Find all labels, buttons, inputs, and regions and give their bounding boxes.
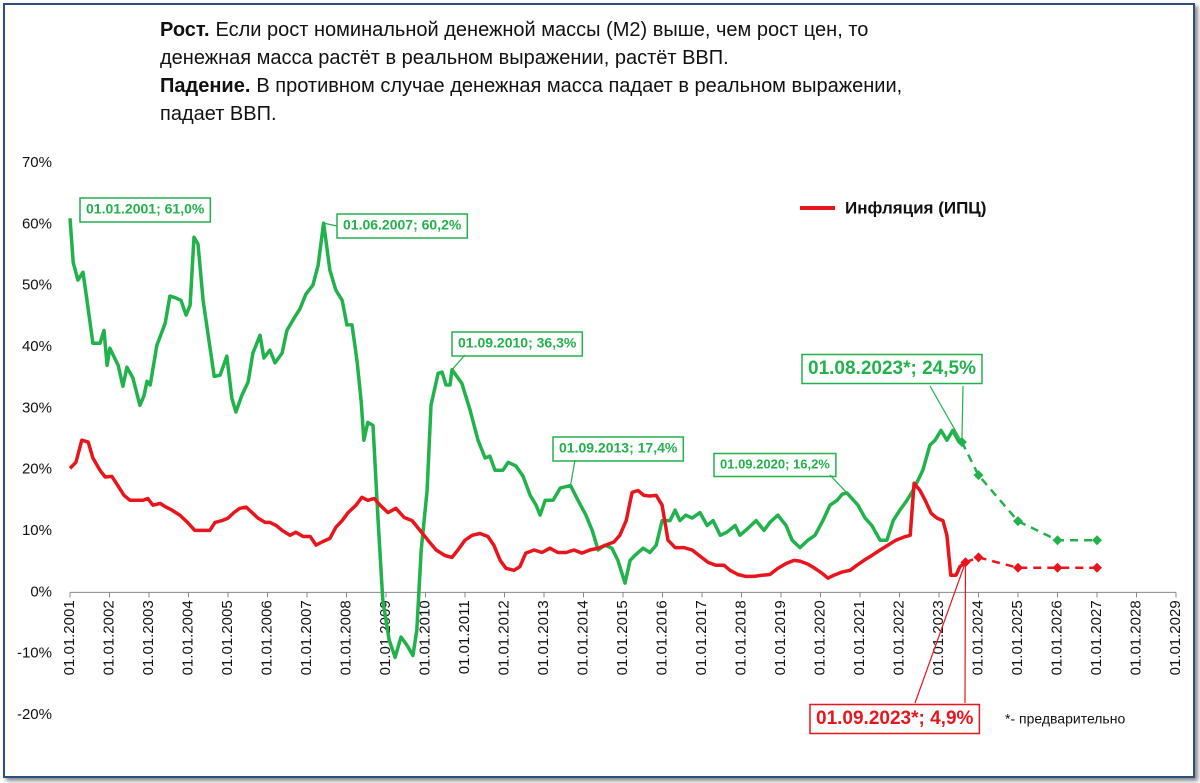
x-tick-label: 01.01.2002 bbox=[100, 600, 117, 675]
x-tick-label: 01.01.2029 bbox=[1167, 600, 1184, 675]
annotation: 01.09.2020; 16,2% bbox=[713, 452, 848, 494]
x-tick-label: 01.01.2011 bbox=[456, 600, 473, 674]
frame bbox=[3, 3, 1195, 778]
x-tick-label: 01.01.2001 bbox=[61, 600, 78, 675]
header-bold: Падение. bbox=[160, 75, 251, 97]
x-tick-label: 01.01.2017 bbox=[693, 600, 710, 675]
annotation-leader bbox=[323, 222, 338, 227]
x-tick-label: 01.01.2014 bbox=[574, 600, 591, 675]
annotation-box bbox=[801, 353, 983, 385]
y-tick-label: 40% bbox=[22, 338, 52, 355]
series-line bbox=[68, 438, 967, 580]
annotation-leader bbox=[829, 474, 848, 494]
y-tick-label: -10% bbox=[17, 645, 52, 662]
x-tick-label: 01.01.2015 bbox=[614, 600, 631, 675]
annotation-box bbox=[552, 436, 685, 462]
y-tick-label: 70% bbox=[22, 154, 52, 171]
header-text: денежная масса растёт в реальном выражен… bbox=[160, 47, 729, 69]
x-tick-label: 01.01.2005 bbox=[219, 600, 236, 675]
x-tick-label: 01.01.2013 bbox=[535, 600, 552, 675]
annotation: 01.09.2023*; 4,9% bbox=[809, 562, 981, 735]
x-tick-label: 01.01.2018 bbox=[732, 600, 749, 675]
header-text: Если рост номинальной денежной массы (М2… bbox=[215, 19, 869, 41]
forecast-line bbox=[960, 441, 1097, 542]
header-line: падает ВВП. bbox=[160, 100, 902, 128]
annotation: 01.08.2023*; 24,5% bbox=[801, 353, 983, 443]
header-line: денежная масса растёт в реальном выражен… bbox=[160, 44, 902, 72]
x-tick-label: 01.01.2012 bbox=[495, 600, 512, 675]
annotation-box bbox=[79, 197, 212, 223]
annotation-label: 01.09.2020; 16,2% bbox=[720, 456, 830, 471]
x-tick-label: 01.01.2024 bbox=[969, 600, 986, 675]
annotation-leader bbox=[569, 459, 576, 486]
x-tick-label: 01.01.2003 bbox=[140, 600, 157, 675]
annotation-label: 01.09.2013; 17,4% bbox=[559, 440, 678, 456]
forecast-marker bbox=[1013, 516, 1023, 527]
x-tick-label: 01.01.2021 bbox=[851, 600, 868, 675]
y-tick-label: -20% bbox=[17, 706, 52, 723]
annotation-label: 01.08.2023*; 24,5% bbox=[808, 358, 976, 379]
header-text: В противном случае денежная масса падает… bbox=[256, 75, 903, 97]
x-tick-label: 01.01.2004 bbox=[179, 600, 196, 675]
annotation-leader bbox=[961, 385, 964, 443]
annotation-box bbox=[451, 331, 584, 357]
y-tick-label: 60% bbox=[22, 215, 52, 232]
y-tick-label: 10% bbox=[22, 522, 52, 539]
x-tick-label: 01.01.2022 bbox=[890, 600, 907, 675]
x-tick-label: 01.01.2025 bbox=[1009, 600, 1026, 675]
annotation-leader bbox=[929, 385, 963, 443]
annotation: 01.06.2007; 60,2% bbox=[323, 213, 469, 239]
forecast-line bbox=[965, 556, 1097, 570]
y-tick-label: 30% bbox=[22, 399, 52, 416]
annotation-leader bbox=[451, 354, 466, 371]
annotation: 01.09.2013; 17,4% bbox=[552, 436, 685, 486]
series-line bbox=[68, 218, 963, 660]
x-tick-label: 01.01.2006 bbox=[258, 600, 275, 675]
forecast-marker bbox=[1092, 562, 1102, 573]
annotation-label: 01.09.2010; 36,3% bbox=[458, 335, 577, 351]
annotation: 01.01.2001; 61,0% bbox=[79, 197, 212, 223]
legend-label: Инфляция (ИПЦ) bbox=[845, 198, 986, 217]
y-tick-label: 20% bbox=[22, 461, 52, 478]
header-line: Падение. В противном случае денежная масс… bbox=[160, 72, 902, 100]
forecast-marker bbox=[973, 552, 984, 563]
x-tick-label: 01.01.2019 bbox=[772, 600, 789, 675]
header-line: Рост. Если рост номинальной денежной масс… bbox=[160, 16, 902, 44]
x-tick-label: 01.01.2020 bbox=[811, 600, 828, 675]
annotation-box bbox=[809, 703, 981, 735]
annotation-leader bbox=[914, 562, 967, 704]
x-tick-label: 01.01.2008 bbox=[337, 600, 354, 675]
annotation-label: 01.06.2007; 60,2% bbox=[343, 217, 462, 233]
x-tick-label: 01.01.2007 bbox=[298, 600, 315, 675]
x-tick-label: 01.01.2009 bbox=[377, 600, 394, 675]
annotation: 01.09.2010; 36,3% bbox=[451, 331, 584, 371]
x-tick-label: 01.01.2028 bbox=[1127, 600, 1144, 675]
x-tick-label: 01.01.2026 bbox=[1048, 600, 1065, 675]
annotation-label: 01.01.2001; 61,0% bbox=[86, 201, 205, 217]
annotation-box bbox=[713, 452, 837, 478]
forecast-marker bbox=[1052, 535, 1063, 546]
x-tick-label: 01.01.2027 bbox=[1088, 600, 1105, 675]
header: Рост. Если рост номинальной денежной масс… bbox=[160, 16, 902, 128]
header-text: падает ВВП. bbox=[160, 103, 277, 125]
forecast-marker bbox=[973, 470, 984, 481]
header-bold: Рост. bbox=[160, 19, 210, 41]
forecast-marker bbox=[1092, 535, 1102, 546]
y-tick-label: 50% bbox=[22, 277, 52, 294]
forecast-marker bbox=[1013, 562, 1023, 573]
annotation-label: 01.09.2023*; 4,9% bbox=[816, 708, 974, 729]
forecast-marker bbox=[1052, 562, 1063, 573]
footnote: *- предварительно bbox=[1005, 711, 1125, 727]
y-tick-label: 0% bbox=[30, 583, 52, 600]
annotation-box bbox=[336, 213, 469, 239]
x-tick-label: 01.01.2010 bbox=[416, 600, 433, 675]
x-tick-label: 01.01.2016 bbox=[653, 600, 670, 675]
